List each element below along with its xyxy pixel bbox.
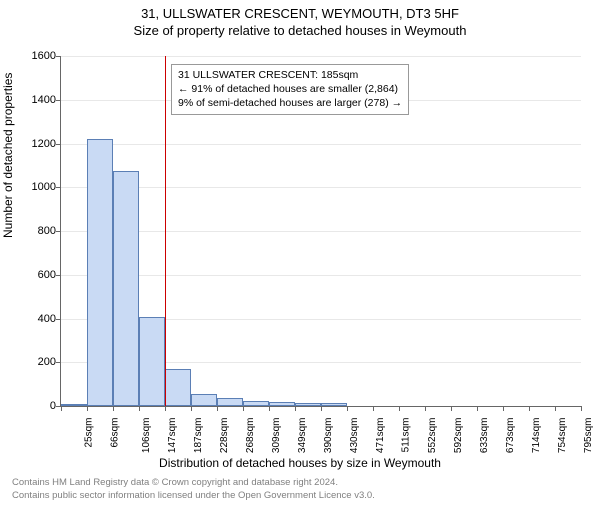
annotation-line: 9% of semi-detached houses are larger (2… [178, 96, 402, 110]
xtick-label: 633sqm [479, 418, 490, 454]
histogram-bar [191, 394, 217, 406]
xtick-mark [295, 406, 296, 411]
ytick-label: 1000 [16, 181, 56, 193]
xtick-label: 795sqm [583, 418, 594, 454]
ytick-mark [56, 362, 61, 363]
xtick-mark [581, 406, 582, 411]
ytick-label: 600 [16, 269, 56, 281]
xtick-label: 349sqm [297, 418, 308, 454]
xtick-mark [503, 406, 504, 411]
chart-area: 0200400600800100012001400160025sqm66sqm1… [60, 56, 580, 406]
xtick-label: 309sqm [271, 418, 282, 454]
xtick-label: 187sqm [193, 418, 204, 454]
histogram-bar [87, 139, 113, 406]
ytick-mark [56, 144, 61, 145]
ytick-mark [56, 275, 61, 276]
ytick-mark [56, 187, 61, 188]
ytick-label: 200 [16, 356, 56, 368]
annotation-line: ← 91% of detached houses are smaller (2,… [178, 82, 402, 96]
xtick-mark [191, 406, 192, 411]
ytick-label: 0 [16, 400, 56, 412]
xtick-label: 390sqm [323, 418, 334, 454]
ytick-mark [56, 56, 61, 57]
xtick-mark [243, 406, 244, 411]
xtick-mark [321, 406, 322, 411]
xtick-mark [529, 406, 530, 411]
histogram-bar [321, 403, 347, 406]
xtick-mark [425, 406, 426, 411]
histogram-bar [217, 398, 243, 406]
histogram-bar [269, 402, 295, 406]
ytick-label: 800 [16, 225, 56, 237]
xtick-label: 592sqm [453, 418, 464, 454]
histogram-bar [61, 404, 87, 406]
xtick-label: 106sqm [141, 418, 152, 454]
histogram-bar [295, 403, 321, 406]
histogram-bar [113, 171, 139, 406]
xtick-label: 673sqm [505, 418, 516, 454]
xtick-label: 228sqm [219, 418, 230, 454]
xtick-mark [87, 406, 88, 411]
footer-line-1: Contains HM Land Registry data © Crown c… [12, 477, 375, 489]
ytick-label: 1200 [16, 138, 56, 150]
ytick-label: 1600 [16, 50, 56, 62]
page-subtitle: Size of property relative to detached ho… [0, 23, 600, 38]
xtick-mark [217, 406, 218, 411]
xtick-mark [555, 406, 556, 411]
plot-region: 0200400600800100012001400160025sqm66sqm1… [60, 56, 581, 407]
ytick-mark [56, 231, 61, 232]
xtick-mark [373, 406, 374, 411]
xtick-label: 66sqm [110, 418, 121, 448]
ytick-mark [56, 100, 61, 101]
xtick-mark [113, 406, 114, 411]
xtick-mark [61, 406, 62, 411]
ytick-label: 1400 [16, 94, 56, 106]
y-axis-label: Number of detached properties [1, 73, 15, 238]
histogram-bar [165, 369, 191, 406]
footer-attribution: Contains HM Land Registry data © Crown c… [12, 477, 375, 502]
histogram-bar [243, 401, 269, 406]
gridline [61, 275, 581, 276]
xtick-label: 430sqm [349, 418, 360, 454]
page-title: 31, ULLSWATER CRESCENT, WEYMOUTH, DT3 5H… [0, 6, 600, 21]
xtick-mark [477, 406, 478, 411]
footer-line-2: Contains public sector information licen… [12, 490, 375, 502]
reference-line [165, 56, 166, 406]
xtick-mark [165, 406, 166, 411]
gridline [61, 231, 581, 232]
xtick-mark [139, 406, 140, 411]
chart-container: 31, ULLSWATER CRESCENT, WEYMOUTH, DT3 5H… [0, 6, 600, 506]
xtick-label: 471sqm [375, 418, 386, 454]
xtick-mark [269, 406, 270, 411]
gridline [61, 187, 581, 188]
ytick-label: 400 [16, 313, 56, 325]
annotation-box: 31 ULLSWATER CRESCENT: 185sqm← 91% of de… [171, 64, 409, 115]
xtick-label: 552sqm [427, 418, 438, 454]
xtick-label: 714sqm [531, 418, 542, 454]
xtick-label: 147sqm [167, 418, 178, 454]
x-axis-label: Distribution of detached houses by size … [0, 456, 600, 470]
gridline [61, 56, 581, 57]
histogram-bar [139, 317, 165, 406]
xtick-label: 268sqm [245, 418, 256, 454]
xtick-mark [451, 406, 452, 411]
xtick-label: 511sqm [400, 418, 411, 453]
annotation-line: 31 ULLSWATER CRESCENT: 185sqm [178, 68, 402, 82]
xtick-mark [347, 406, 348, 411]
ytick-mark [56, 319, 61, 320]
xtick-mark [399, 406, 400, 411]
gridline [61, 144, 581, 145]
xtick-label: 25sqm [84, 418, 95, 448]
xtick-label: 754sqm [557, 418, 568, 454]
